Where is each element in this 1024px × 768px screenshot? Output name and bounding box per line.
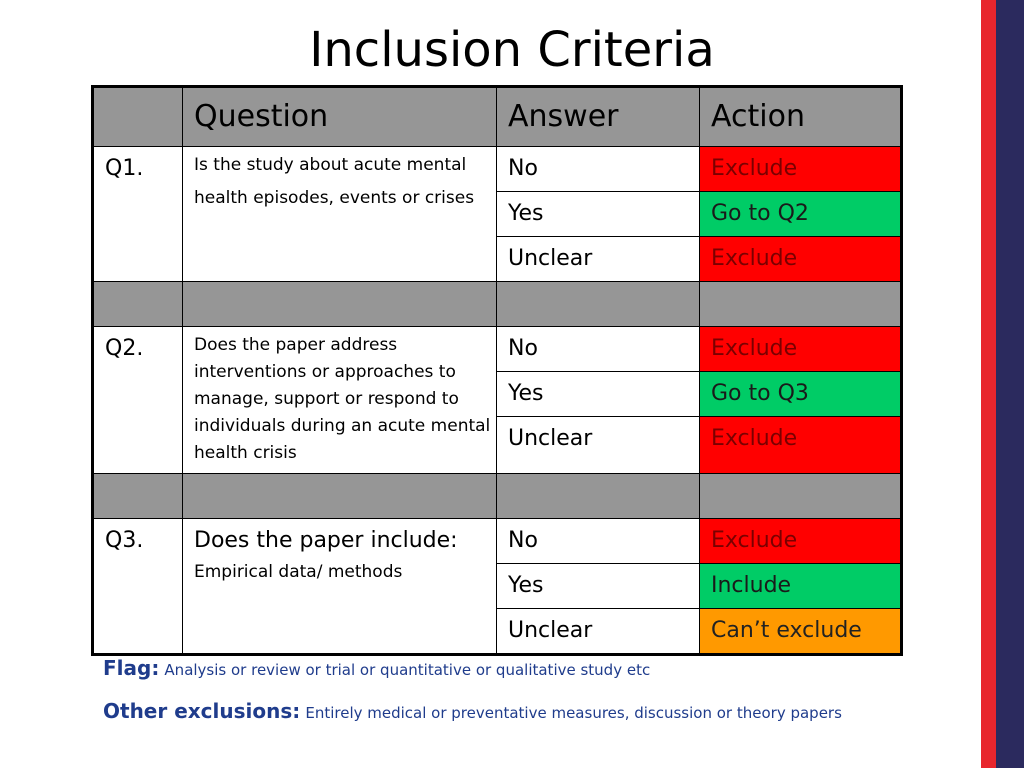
answer-cell: Unclear	[496, 416, 700, 474]
action-cell: Include	[699, 563, 902, 609]
table-row: Unclear Can’t exclude	[93, 608, 902, 655]
action-cell: Exclude	[699, 236, 902, 282]
answer-cell: Yes	[496, 563, 700, 609]
question-text: Does the paper address interventions or …	[182, 326, 497, 474]
table-row: Yes Go to Q2	[93, 191, 902, 237]
answer-cell: Unclear	[496, 608, 700, 655]
table-row: Q1. Is the study about acute mental heal…	[92, 146, 902, 282]
table-row: Yes Include	[93, 563, 902, 609]
table-row: Unclear Exclude	[93, 416, 902, 474]
side-stripe-red	[981, 0, 996, 768]
question-subtext: Empirical data/ methods	[194, 562, 403, 582]
question-text: Does the paper include: Empirical data/ …	[182, 518, 497, 655]
question-text-body: Does the paper include:	[194, 528, 458, 553]
table-row: Q3. Does the paper include: Empirical da…	[92, 518, 902, 655]
question-text: Is the study about acute mental health e…	[182, 146, 497, 282]
action-cell: Can’t exclude	[699, 608, 902, 655]
flag-note: Flag: Analysis or review or trial or qua…	[103, 656, 650, 680]
answer-cell: No	[496, 146, 700, 192]
header-cell-question: Question	[182, 86, 497, 147]
other-exclusions-label: Other exclusions:	[103, 699, 301, 723]
side-stripe-gap	[975, 0, 981, 768]
answer-cell: No	[496, 518, 700, 564]
table-row: Yes Go to Q3	[93, 371, 902, 417]
separator-row	[92, 473, 902, 519]
action-cell: Go to Q2	[699, 191, 902, 237]
table-row: Q2. Does the paper address interventions…	[92, 326, 902, 474]
action-cell: Exclude	[699, 326, 902, 372]
table-row: Unclear Exclude	[93, 236, 902, 282]
slide-title: Inclusion Criteria	[309, 22, 715, 78]
header-cell-action: Action	[699, 86, 902, 147]
other-exclusions-text: Entirely medical or preventative measure…	[305, 704, 842, 722]
flag-label: Flag:	[103, 656, 160, 680]
other-exclusions-note: Other exclusions: Entirely medical or pr…	[103, 699, 903, 723]
header-cell-answer: Answer	[496, 86, 700, 147]
separator-row	[92, 281, 902, 327]
side-stripe-navy	[996, 0, 1024, 768]
question-number: Q2.	[92, 326, 183, 474]
table-header-row: Question Answer Action	[92, 86, 902, 147]
answer-cell: Yes	[496, 371, 700, 417]
answer-cell: Unclear	[496, 236, 700, 282]
header-cell-blank	[92, 86, 183, 147]
question-text-body: Does the paper address interventions or …	[194, 335, 491, 463]
action-cell: Go to Q3	[699, 371, 902, 417]
criteria-table: Question Answer Action Q1. Is the study …	[91, 85, 903, 656]
question-number: Q1.	[92, 146, 183, 282]
question-number: Q3.	[92, 518, 183, 655]
action-cell: Exclude	[699, 518, 902, 564]
question-text-body: Is the study about acute mental health e…	[194, 155, 475, 208]
action-cell: Exclude	[699, 416, 902, 474]
action-cell: Exclude	[699, 146, 902, 192]
answer-cell: Yes	[496, 191, 700, 237]
answer-cell: No	[496, 326, 700, 372]
flag-text: Analysis or review or trial or quantitat…	[164, 661, 651, 679]
